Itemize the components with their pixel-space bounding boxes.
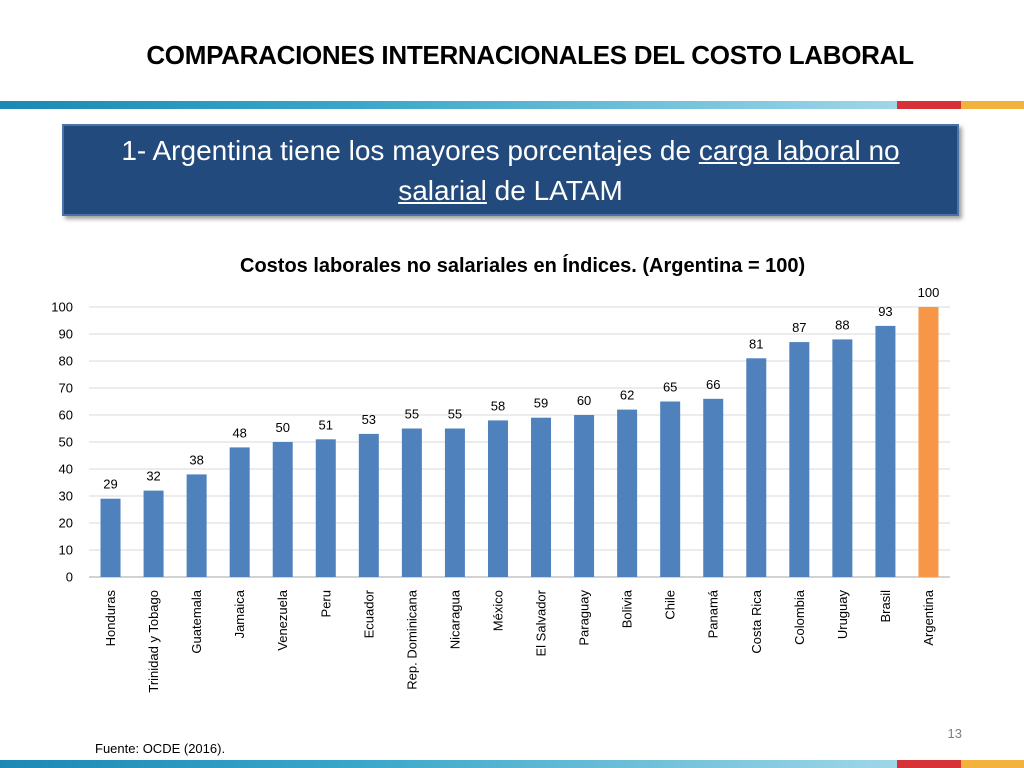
- bar: [875, 325, 896, 577]
- y-tick-label: 60: [59, 408, 73, 423]
- bar: [789, 342, 810, 577]
- bar: [660, 401, 681, 577]
- data-label: 62: [620, 388, 634, 403]
- data-label: 59: [534, 396, 548, 411]
- y-tick-label: 0: [66, 570, 73, 585]
- stripe-gold-segment: [961, 760, 1024, 768]
- bar: [272, 442, 293, 577]
- gridlines: [89, 306, 950, 578]
- category-label: Panamá: [706, 589, 721, 638]
- category-label: Argentina: [921, 589, 936, 645]
- bar: [315, 439, 336, 577]
- category-label: Paraguay: [577, 590, 592, 646]
- data-label: 100: [918, 285, 940, 300]
- bar: [444, 428, 465, 577]
- category-label: Ecuador: [361, 589, 376, 638]
- stripe-gold-segment: [961, 101, 1024, 109]
- category-label: Venezuela: [275, 589, 290, 650]
- category-label: Guatemala: [189, 589, 204, 653]
- headline-banner: 1- Argentina tiene los mayores porcentaj…: [62, 124, 959, 216]
- data-label: 32: [146, 469, 160, 484]
- category-label: México: [490, 590, 505, 631]
- source-note: Fuente: OCDE (2016).: [95, 741, 226, 756]
- y-tick-label: 90: [59, 327, 73, 342]
- category-label: Honduras: [103, 590, 118, 647]
- bar-chart: 0 10 20 30 40 50 60 70 80 90 100 29 32 38 48 50 51 53 55 5…: [51, 285, 950, 693]
- bar: [574, 415, 595, 577]
- bar: [832, 339, 853, 577]
- banner-underlined-2: salarial: [398, 175, 487, 206]
- y-tick-label: 10: [59, 543, 73, 558]
- data-label: 48: [232, 425, 246, 440]
- y-tick-label: 80: [59, 354, 73, 369]
- bar: [401, 428, 422, 577]
- category-label: Jamaica: [232, 589, 247, 638]
- data-label: 53: [362, 412, 376, 427]
- y-tick-label: 40: [59, 462, 73, 477]
- category-label: Colombia: [792, 589, 807, 645]
- data-label: 38: [189, 452, 203, 467]
- bar: [617, 409, 638, 577]
- y-tick-label: 100: [51, 300, 73, 315]
- category-label: Nicaragua: [447, 589, 462, 649]
- stripe-blue-segment: [0, 760, 897, 768]
- data-label: 51: [319, 417, 333, 432]
- banner-text-end: de LATAM: [486, 175, 623, 206]
- category-label: Chile: [663, 590, 678, 620]
- stripe-red-segment: [897, 760, 961, 768]
- category-label: Trinidad y Tobago: [146, 590, 161, 693]
- data-label: 29: [103, 477, 117, 492]
- y-tick-label: 20: [59, 516, 73, 531]
- chart-title: Costos laborales no salariales en Índice…: [240, 255, 806, 277]
- category-label: Uruguay: [835, 590, 850, 640]
- data-label: 58: [491, 398, 505, 413]
- data-label: 66: [706, 377, 720, 392]
- data-label: 55: [405, 407, 419, 422]
- category-label: El Salvador: [534, 589, 549, 656]
- top-divider-stripe: [0, 101, 1024, 109]
- stripe-blue-segment: [0, 101, 897, 109]
- page-number: 13: [947, 726, 962, 741]
- data-labels: 29 32 38 48 50 51 53 55 55 58 59 60 62 65 66 81 87 88 93 10…: [103, 285, 939, 492]
- bottom-divider-stripe: [0, 760, 1024, 768]
- bar: [358, 433, 379, 577]
- bar: [186, 474, 207, 577]
- bar: [487, 420, 508, 577]
- bar: [918, 307, 939, 577]
- data-label: 65: [663, 380, 677, 395]
- data-label: 81: [749, 336, 763, 351]
- category-label: Bolivia: [620, 589, 635, 628]
- stripe-red-segment: [897, 101, 961, 109]
- category-labels: Honduras Trinidad y Tobago Guatemala Jamaic…: [103, 589, 936, 692]
- category-label: Peru: [318, 590, 333, 617]
- bar: [531, 417, 552, 577]
- data-label: 93: [878, 304, 892, 319]
- banner-text-start: 1- Argentina tiene los mayores porcentaj…: [121, 135, 699, 166]
- y-axis-ticks: 0 10 20 30 40 50 60 70 80 90 100: [51, 300, 73, 585]
- data-label: 50: [275, 420, 289, 435]
- bar: [143, 490, 164, 577]
- bar: [746, 358, 767, 577]
- banner-underlined-1: carga laboral no: [698, 135, 900, 166]
- category-label: Costa Rica: [749, 589, 764, 653]
- data-label: 87: [792, 320, 806, 335]
- y-tick-label: 30: [59, 489, 73, 504]
- category-label: Brasil: [878, 590, 893, 623]
- bar: [703, 398, 724, 577]
- data-label: 55: [448, 407, 462, 422]
- data-label: 88: [835, 317, 849, 332]
- bar: [229, 447, 250, 577]
- y-tick-label: 70: [59, 381, 73, 396]
- y-tick-label: 50: [59, 435, 73, 450]
- data-label: 60: [577, 393, 591, 408]
- bar: [100, 498, 121, 577]
- slide-title: COMPARACIONES INTERNACIONALES DEL COSTO …: [146, 40, 914, 70]
- category-label: Rep. Dominicana: [404, 589, 419, 689]
- bars: [100, 307, 939, 577]
